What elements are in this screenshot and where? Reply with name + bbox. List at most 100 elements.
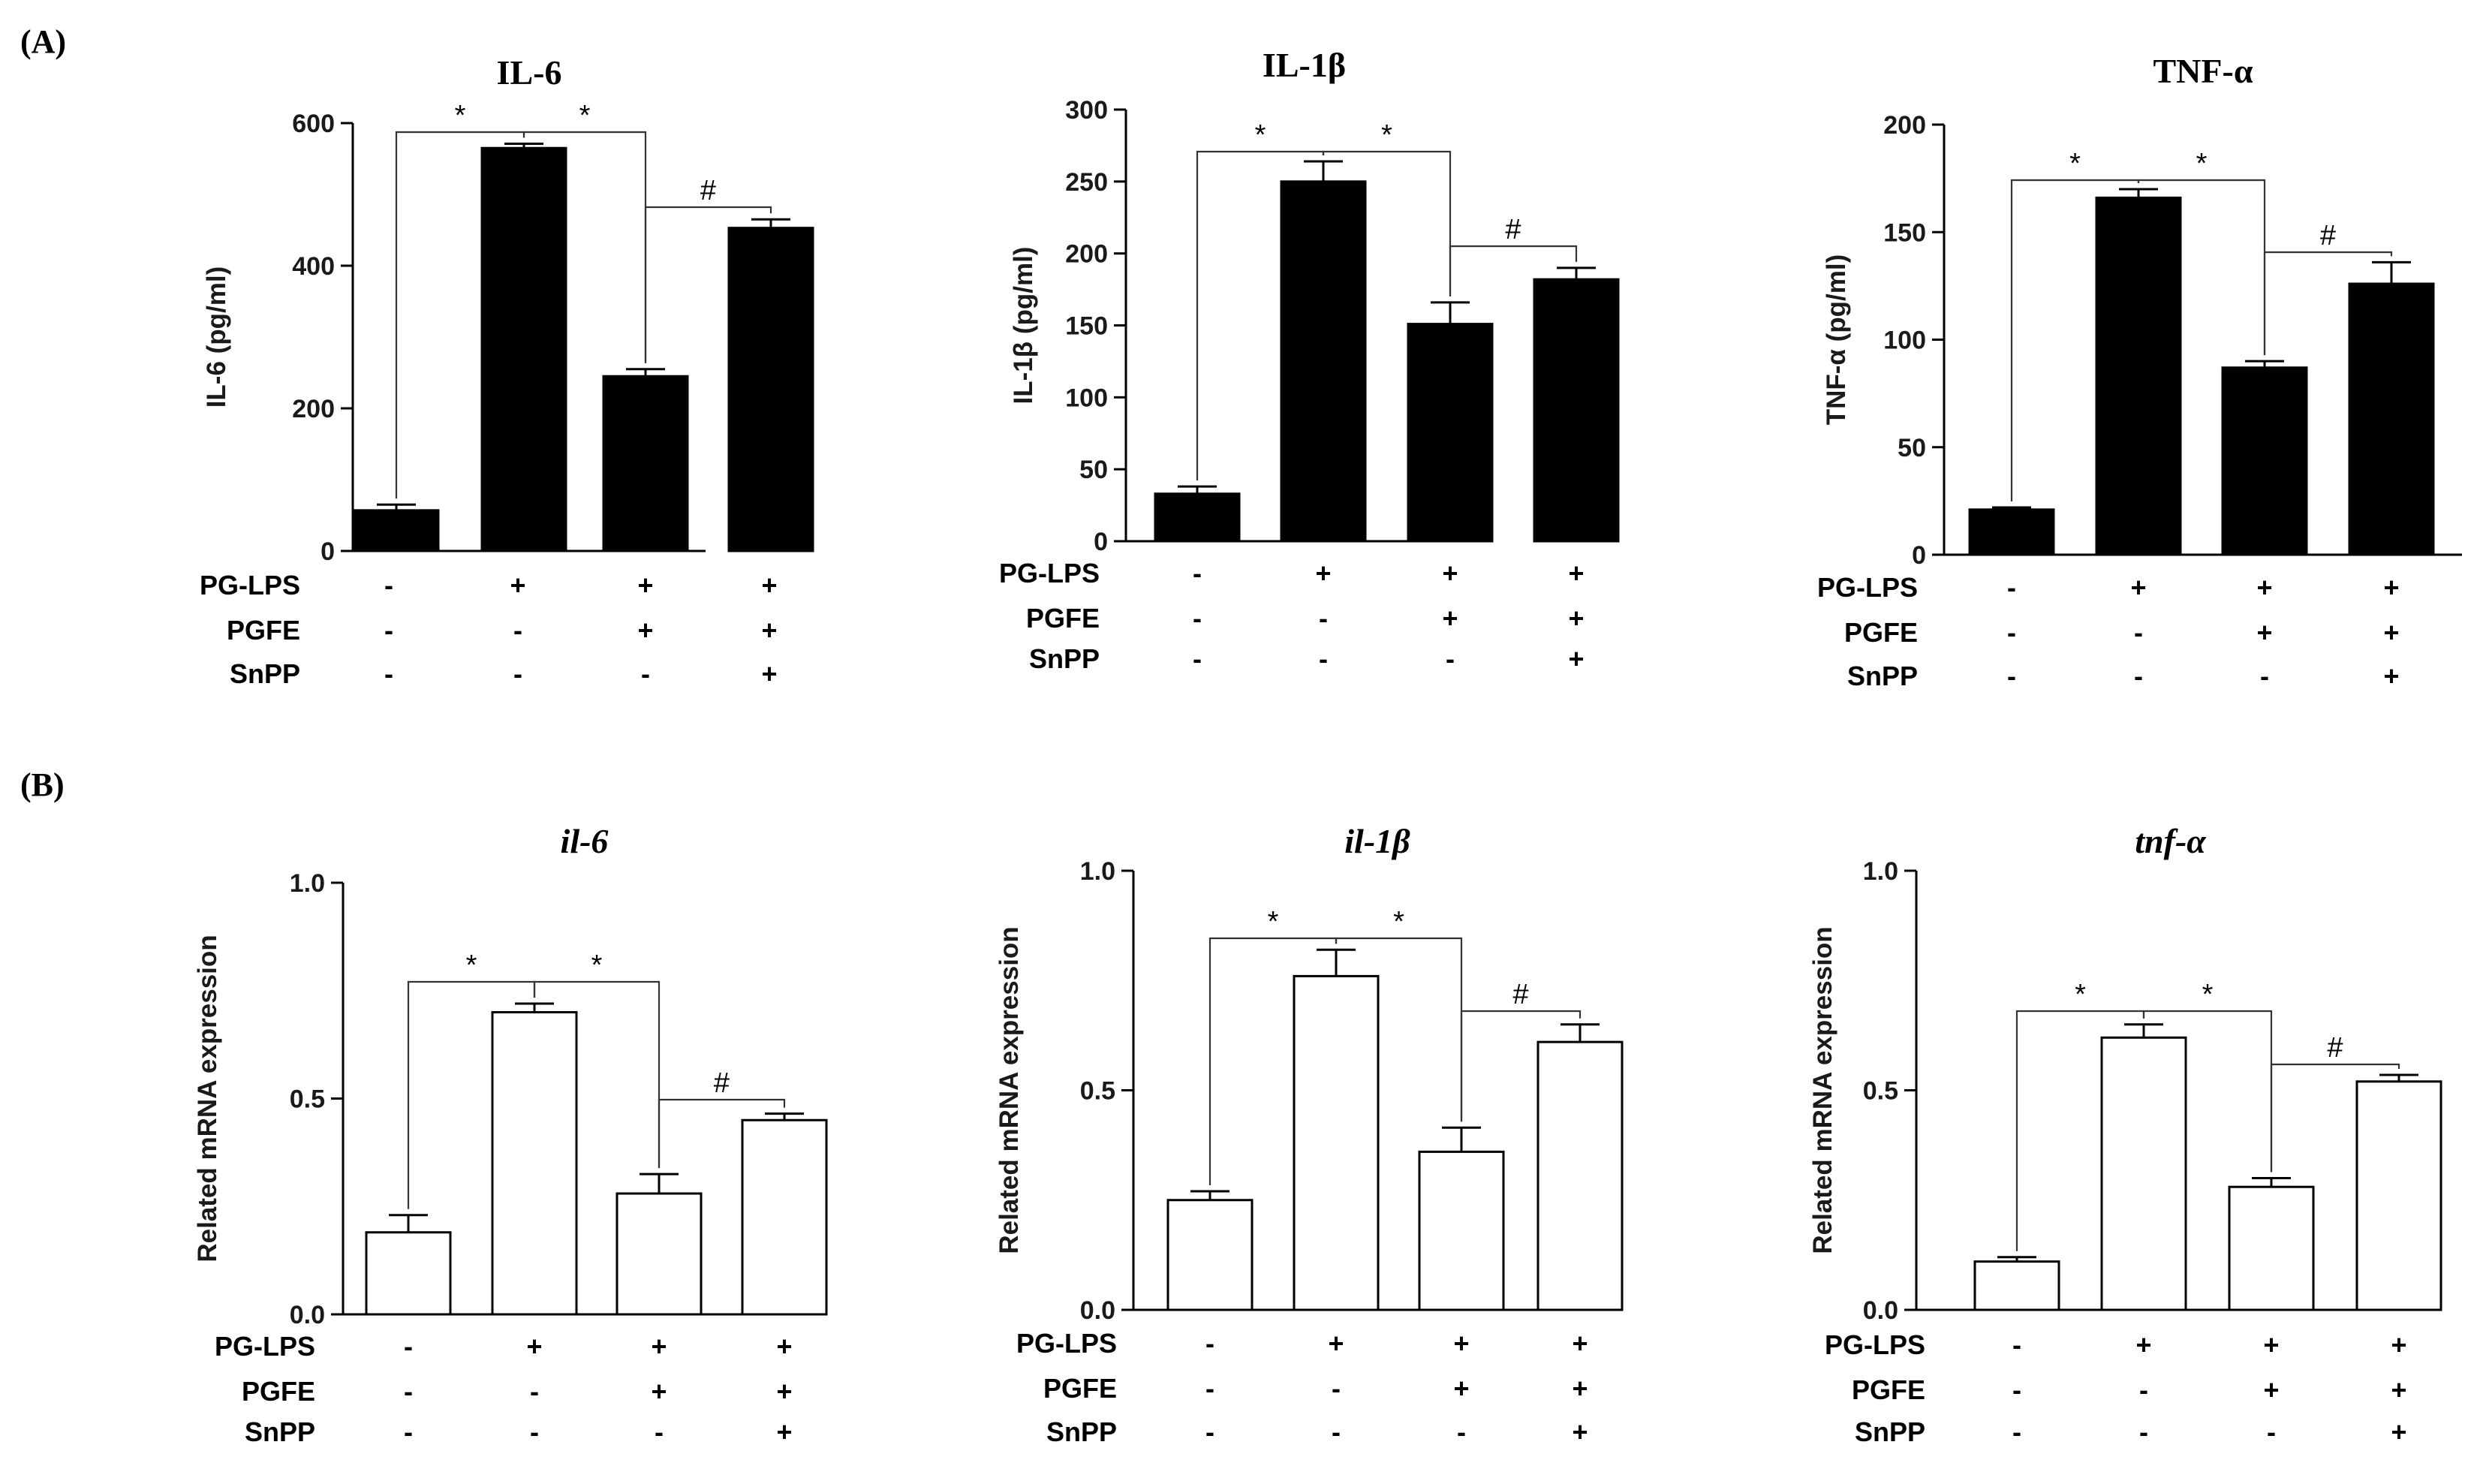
condition-sign: +	[761, 570, 777, 601]
condition-sign: -	[2134, 617, 2143, 648]
condition-row-label: SnPP	[1046, 1416, 1117, 1447]
condition-sign: +	[510, 570, 525, 601]
condition-sign: +	[2383, 661, 2399, 691]
condition-sign: -	[1457, 1416, 1466, 1447]
chart-title: tnf-α	[2135, 822, 2207, 860]
y-tick-label: 0.5	[1080, 1077, 1115, 1106]
significance-marker: *	[591, 950, 603, 981]
bar	[615, 1192, 703, 1316]
condition-sign: -	[1319, 643, 1328, 674]
condition-sign: -	[2012, 1374, 2021, 1405]
bar	[1166, 1199, 1254, 1311]
condition-sign: -	[2139, 1374, 2148, 1405]
y-tick-label: 200	[1883, 111, 1926, 140]
bar	[1154, 492, 1241, 543]
bar	[1293, 974, 1380, 1311]
bar	[2348, 282, 2435, 556]
significance-marker: #	[2320, 220, 2336, 251]
y-tick-label: 200	[1065, 240, 1108, 269]
condition-sign: -	[1446, 643, 1455, 674]
condition-sign: -	[2267, 1416, 2276, 1447]
significance-bracket	[1460, 1010, 1582, 1122]
condition-sign: -	[2139, 1416, 2148, 1447]
condition-sign: -	[2007, 572, 2016, 603]
significance-marker: #	[714, 1067, 730, 1099]
chart-title: IL-6	[497, 53, 562, 92]
y-tick-label: 1.0	[290, 869, 325, 898]
condition-sign: -	[384, 615, 393, 646]
panel-label-b: (B)	[20, 766, 65, 803]
condition-sign: +	[2391, 1329, 2406, 1360]
condition-row-label: PG-LPS	[1817, 572, 1918, 603]
condition-sign: -	[1205, 1328, 1214, 1359]
condition-sign: -	[384, 658, 393, 689]
condition-row-label: PGFE	[1043, 1373, 1117, 1404]
bar	[1280, 180, 1367, 543]
y-tick-label: 0.5	[290, 1085, 325, 1114]
significance-bracket	[644, 206, 772, 363]
condition-row-label: PG-LPS	[215, 1331, 315, 1362]
y-axis-label: Related mRNA expression	[193, 935, 222, 1262]
significance-marker: *	[1268, 906, 1279, 938]
condition-sign: -	[513, 658, 522, 689]
significance-marker: *	[579, 100, 591, 131]
y-tick-label: 50	[1079, 456, 1108, 484]
y-tick-label: 100	[1065, 384, 1108, 412]
condition-sign: +	[776, 1331, 792, 1362]
bar	[2095, 196, 2182, 556]
y-tick-label: 200	[292, 395, 335, 423]
condition-sign: +	[526, 1331, 542, 1362]
significance-marker: #	[2327, 1032, 2343, 1064]
bar	[2228, 1185, 2315, 1311]
significance-bracket	[1322, 150, 1452, 296]
condition-sign: -	[1205, 1416, 1214, 1447]
condition-sign: -	[2007, 661, 2016, 691]
bar	[2355, 1080, 2442, 1311]
condition-sign: -	[530, 1416, 539, 1447]
bar	[1533, 278, 1620, 543]
condition-row-label: PGFE	[1852, 1374, 1925, 1405]
condition-sign: +	[1315, 558, 1331, 588]
condition-sign: -	[404, 1376, 413, 1407]
significance-marker: *	[1393, 906, 1404, 938]
condition-sign: +	[2135, 1329, 2151, 1360]
condition-sign: +	[761, 615, 777, 646]
condition-sign: +	[776, 1376, 792, 1407]
significance-marker: #	[1505, 214, 1521, 245]
y-tick-label: 0.5	[1863, 1077, 1898, 1106]
condition-sign: -	[1332, 1373, 1341, 1404]
significance-bracket	[533, 980, 661, 1169]
condition-sign: +	[637, 570, 653, 601]
condition-sign: +	[1328, 1328, 1344, 1359]
condition-sign: +	[2391, 1374, 2406, 1405]
condition-sign: +	[2391, 1416, 2406, 1447]
condition-sign: -	[641, 658, 650, 689]
charts-container: IL-6 0 200 400 600 IL-6 (pg/ml) * * # PG-LPS - + + + P…	[193, 46, 2462, 1447]
condition-sign: +	[2383, 617, 2399, 648]
bar	[2221, 366, 2308, 556]
chart-tnfa-protein: TNF-α 0 50 100 150 200 TNF-α (pg/ml) * * # PG-LPS -…	[1817, 52, 2462, 691]
condition-row-label: PG-LPS	[200, 570, 300, 601]
bar	[602, 375, 689, 552]
y-tick-label: 150	[1883, 218, 1926, 247]
condition-sign: +	[1442, 603, 1458, 634]
condition-row-label: PG-LPS	[1016, 1328, 1117, 1359]
chart-title: il-1β	[1344, 822, 1410, 860]
condition-sign: -	[2007, 617, 2016, 648]
condition-sign: -	[1193, 643, 1202, 674]
significance-marker: *	[466, 950, 477, 981]
bar	[1418, 1150, 1505, 1311]
condition-sign: +	[2256, 572, 2272, 603]
significance-marker: *	[2075, 979, 2086, 1010]
condition-row-label: PGFE	[1844, 617, 1918, 648]
y-tick-label: 150	[1065, 312, 1108, 341]
bar	[365, 1231, 452, 1316]
condition-row-label: PG-LPS	[999, 558, 1100, 588]
y-tick-label: 0	[1912, 541, 1926, 570]
condition-sign: +	[1572, 1328, 1588, 1359]
condition-sign: -	[513, 615, 522, 646]
bar	[480, 146, 567, 552]
chart-title: IL-1β	[1263, 46, 1346, 84]
significance-bracket	[2263, 251, 2393, 356]
